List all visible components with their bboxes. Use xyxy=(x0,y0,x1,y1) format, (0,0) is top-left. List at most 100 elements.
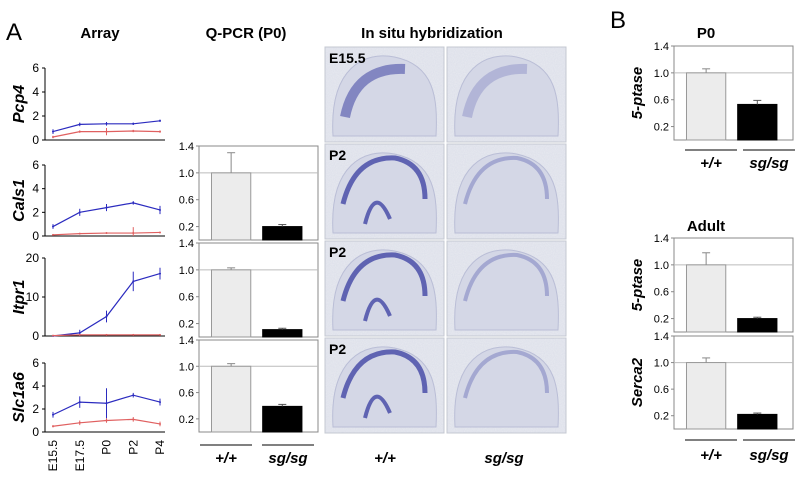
bar xyxy=(262,329,303,338)
y-tick-label: 20 xyxy=(26,251,40,265)
data-point xyxy=(78,123,81,126)
y-tick-label: 1.0 xyxy=(654,358,669,370)
line-chart-cals1: 0 2 4 6 Cals1 xyxy=(11,158,165,243)
y-tick-label: 0.6 xyxy=(654,95,669,107)
genotype-wt-b0: +/+ xyxy=(700,155,722,172)
y-tick-label: 1.4 xyxy=(654,233,669,245)
line-chart-itpr1: 0 10 20 Itpr1 xyxy=(11,251,165,343)
insitu-stage-label: P2 xyxy=(329,244,346,260)
stain-band xyxy=(462,63,528,119)
insitu-tile-wt-2: P2 xyxy=(324,143,445,240)
data-point xyxy=(159,333,161,336)
data-point xyxy=(52,413,54,416)
data-point xyxy=(132,232,135,235)
plot-frame xyxy=(198,242,319,338)
array-line-charts: 0 2 4 6 Pcp4 0 2 4 6 Cals1 0 10 20 Itpr1 0 2 4 6 Slc1a6 E15… xyxy=(11,61,167,471)
stain-band xyxy=(340,349,428,399)
data-point xyxy=(52,136,54,138)
data-point xyxy=(105,232,108,235)
gene-label: 5-ptase xyxy=(629,259,646,312)
plot-frame xyxy=(198,145,319,241)
y-tick-label: 0 xyxy=(32,329,39,343)
plot-frame xyxy=(673,237,794,333)
data-point xyxy=(132,130,135,132)
insitu-tile-mut-4 xyxy=(446,337,567,434)
data-point xyxy=(105,315,108,318)
data-point xyxy=(159,119,161,122)
gene-label: Slc1a6 xyxy=(11,372,28,423)
data-point xyxy=(105,333,108,336)
plot-frame xyxy=(673,45,794,141)
y-tick-label: 0.6 xyxy=(179,292,194,304)
genotype-mut-insitu: sg/sg xyxy=(484,450,523,467)
y-tick-label: 0.6 xyxy=(654,384,669,396)
tissue-section xyxy=(454,152,559,234)
data-point xyxy=(105,419,108,422)
insitu-tile-wt-1: E15.5 xyxy=(324,46,445,143)
data-point xyxy=(78,232,81,235)
line-chart-pcp4: 0 2 4 6 Pcp4 xyxy=(11,61,165,147)
genotype-mut-b0: sg/sg xyxy=(749,155,788,172)
y-tick-label: 0 xyxy=(32,133,39,147)
x-tick-label: E15.5 xyxy=(46,440,60,472)
genotype-mut-b: sg/sg xyxy=(749,447,788,464)
insitu-stage-label: E15.5 xyxy=(329,50,366,66)
gene-label: Itpr1 xyxy=(11,280,28,315)
bar xyxy=(685,362,727,430)
data-point xyxy=(52,334,54,337)
y-tick-label: 4 xyxy=(32,182,39,196)
y-tick-label: 0.2 xyxy=(654,411,669,423)
y-tick-label: 6 xyxy=(32,61,39,75)
header-p0: P0 xyxy=(697,25,715,42)
data-point xyxy=(52,130,54,133)
y-tick-label: 0 xyxy=(32,425,39,439)
bar xyxy=(262,226,303,241)
panel-label-a: A xyxy=(6,19,22,46)
stain-band xyxy=(340,252,428,302)
data-point xyxy=(78,421,81,424)
x-tick-label: E17.5 xyxy=(73,440,87,472)
data-point xyxy=(132,394,135,397)
tissue-section xyxy=(454,249,559,331)
series-line xyxy=(52,273,161,337)
data-point xyxy=(132,418,135,421)
insitu-tile-mut-2 xyxy=(446,143,567,240)
data-point xyxy=(52,225,54,228)
y-tick-label: 2 xyxy=(32,402,39,416)
plot-frame xyxy=(673,335,794,430)
y-tick-label: 4 xyxy=(32,379,39,393)
insitu-stage-label: P2 xyxy=(329,341,346,357)
tile-border xyxy=(324,337,445,434)
y-tick-label: 0.6 xyxy=(179,388,194,400)
insitu-tile-wt-3: P2 xyxy=(324,240,445,337)
stain-band xyxy=(340,63,406,119)
data-point xyxy=(78,331,81,334)
stain-band xyxy=(463,252,549,302)
y-tick-label: 1.4 xyxy=(179,141,194,153)
panel-label-b: B xyxy=(610,7,626,34)
data-point xyxy=(132,201,135,204)
y-tick-label: 0.2 xyxy=(179,222,194,234)
y-tick-label: 0.6 xyxy=(179,195,194,207)
y-tick-label: 6 xyxy=(32,356,39,370)
tile-border xyxy=(446,143,567,240)
header-array: Array xyxy=(80,25,120,42)
x-tick-label: P4 xyxy=(153,440,167,455)
data-point xyxy=(159,422,161,425)
tile-border xyxy=(324,143,445,240)
y-tick-label: 0.2 xyxy=(654,314,669,326)
y-tick-label: 0 xyxy=(32,229,39,243)
insitu-tile-mut-3 xyxy=(446,240,567,337)
stain-fold xyxy=(363,297,392,322)
y-tick-label: 2 xyxy=(32,205,39,219)
y-tick-label: 4 xyxy=(32,85,39,99)
tile-border xyxy=(324,240,445,337)
y-tick-label: 1.0 xyxy=(179,265,194,277)
stain-fold xyxy=(363,200,392,225)
insitu-tile-mut-1 xyxy=(446,46,567,143)
y-tick-label: 0.6 xyxy=(654,287,669,299)
plot-frame xyxy=(198,339,319,433)
data-point xyxy=(159,130,161,133)
data-point xyxy=(52,233,54,236)
tile-border xyxy=(446,337,567,434)
